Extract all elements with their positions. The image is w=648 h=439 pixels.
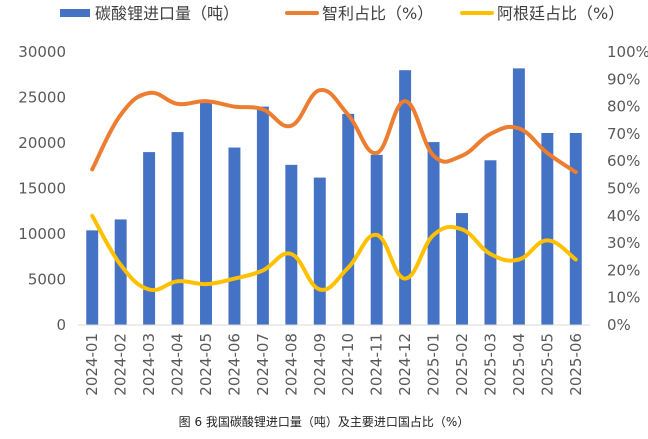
bar [86,230,99,325]
x-tick-label: 2024-08 [282,333,300,396]
right-tick-label: 100% [607,43,648,61]
bar [456,213,468,325]
x-tick-label: 2024-11 [368,333,386,396]
bar [484,160,497,325]
bar [569,132,582,325]
right-tick-label: 40% [607,207,640,225]
x-tick-label: 2024-05 [197,333,215,396]
bar [512,68,525,325]
bar [541,132,554,325]
left-tick-label: 5000 [28,271,66,289]
x-tick-label: 2024-09 [311,333,329,396]
right-tick-label: 90% [607,70,640,88]
left-tick-label: 25000 [18,89,66,107]
x-tick-label: 2025-05 [538,333,556,396]
x-tick-label: 2024-10 [339,333,357,396]
x-tick-label: 2024-01 [83,333,101,396]
bar [342,113,355,325]
line-argentina [90,213,578,293]
left-tick-label: 15000 [18,180,66,198]
right-tick-label: 30% [607,234,640,252]
x-tick-label: 2025-02 [453,333,471,396]
bar [399,70,412,325]
bar [313,177,326,325]
x-tick-label: 2025-03 [481,333,499,396]
legend-swatch-bar [60,9,90,17]
left-tick-label: 20000 [18,134,66,152]
right-tick-label: 0% [607,316,631,334]
x-tick-label: 2024-07 [254,333,272,396]
x-tick-label: 2024-02 [112,333,130,396]
right-tick-label: 50% [607,180,640,198]
chart-caption: 图 6 我国碳酸锂进口量（吨）及主要进口国占比（%） [179,414,470,429]
right-tick-label: 10% [607,289,640,307]
right-tick-label: 70% [607,125,640,143]
x-tick-label: 2025-01 [425,333,443,396]
x-axis-ticks: 2024-01 2024-02 2024-03 2024-04 2024-05 2024-… [83,333,585,396]
legend: 碳酸锂进口量（吨） 智利占比（%） 阿根廷占比（%） [60,4,624,23]
bar [256,106,269,325]
left-tick-label: 0 [56,316,66,334]
x-tick-label: 2024-03 [140,333,158,396]
x-tick-label: 2024-12 [396,333,414,396]
x-tick-label: 2024-04 [169,333,187,396]
x-tick-label: 2025-04 [510,333,528,396]
bar [285,164,298,325]
bar [370,154,383,325]
line-chile [90,88,578,175]
x-tick-label: 2024-06 [225,333,243,396]
bar [143,152,156,325]
right-tick-label: 20% [607,261,640,279]
right-tick-label: 60% [607,152,640,170]
bar [171,132,184,325]
left-axis-ticks: 0 5000 10000 15000 20000 25000 30000 [18,43,66,334]
bar [228,147,241,325]
right-tick-label: 80% [607,98,640,116]
legend-label: 碳酸锂进口量（吨） [95,4,239,23]
left-tick-label: 10000 [18,225,66,243]
bar [200,100,212,325]
line-series [90,88,578,293]
legend-label: 阿根廷占比（%） [497,4,624,23]
legend-label: 智利占比（%） [322,4,433,23]
left-tick-label: 30000 [18,43,66,61]
right-axis-ticks: 0% 10% 20% 30% 40% 50% 60% 70% 80% 90% 100% [607,43,648,334]
x-tick-label: 2025-06 [567,333,585,396]
bar [114,219,127,325]
